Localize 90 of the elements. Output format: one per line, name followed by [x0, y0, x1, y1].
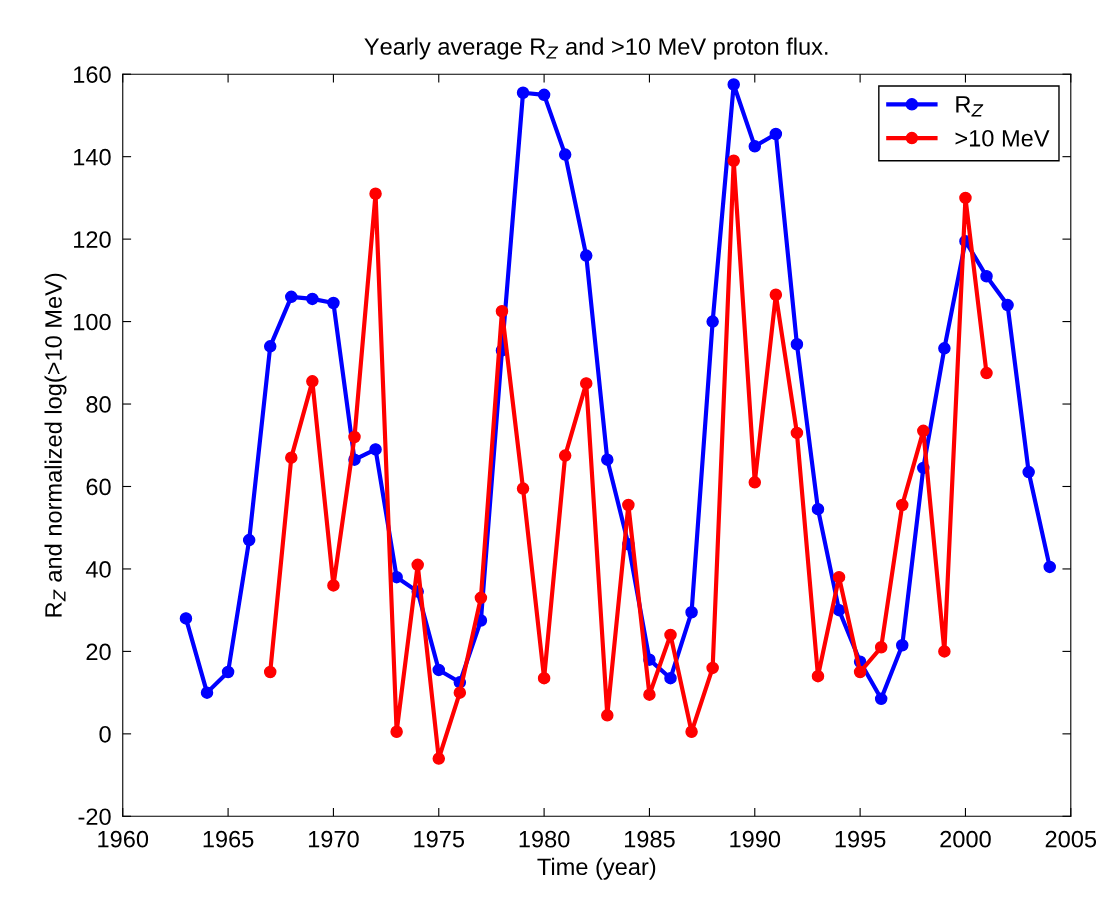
y-tick-label: 40	[85, 561, 111, 578]
point	[327, 296, 340, 310]
x-tick-label: 1975	[414, 830, 465, 848]
point	[221, 665, 235, 679]
point	[285, 451, 298, 464]
point	[242, 533, 256, 547]
point	[558, 148, 572, 161]
point	[874, 692, 888, 706]
legend-label: >10 MeV	[955, 129, 1050, 147]
point	[390, 725, 403, 739]
point	[622, 498, 635, 512]
point	[874, 641, 888, 654]
x-tick-label: 1965	[203, 830, 254, 848]
point	[727, 78, 740, 91]
x-tick-label: 2000	[940, 830, 991, 848]
point	[727, 154, 740, 168]
point	[306, 375, 319, 388]
point	[327, 579, 340, 592]
point	[495, 305, 509, 318]
point	[432, 752, 446, 765]
y-axis-title: R$_{Z}$ and normalized log(>10 MeV)	[44, 273, 67, 617]
point	[896, 498, 909, 512]
point	[980, 269, 993, 283]
point	[643, 688, 656, 701]
point	[179, 612, 193, 625]
point	[558, 449, 572, 462]
chart-title: Yearly average R$_{Z}$ and >10 MeV proton flux.	[364, 37, 828, 60]
point	[938, 342, 951, 355]
point	[601, 709, 614, 722]
point	[748, 476, 762, 489]
point	[516, 86, 530, 100]
x-tick-label: 1980	[519, 830, 570, 848]
point	[811, 669, 825, 683]
point	[1043, 560, 1056, 574]
x-tick-label: 1970	[308, 830, 359, 848]
point	[579, 377, 593, 390]
point	[896, 638, 909, 652]
point	[537, 671, 551, 685]
y-tick-label: 120	[74, 231, 111, 248]
y-tick-label: 140	[74, 148, 111, 166]
point	[811, 502, 825, 516]
point	[537, 88, 551, 102]
point	[474, 591, 488, 605]
x-axis-title: Time (year)	[537, 857, 656, 880]
point	[453, 686, 467, 699]
y-tick-label: -20	[78, 808, 111, 826]
point	[938, 645, 951, 658]
point	[200, 686, 214, 699]
point	[664, 671, 677, 685]
x-tick-label: 2005	[1045, 830, 1096, 848]
y-tick-label: 100	[74, 313, 111, 331]
x-tick-label: 1990	[730, 830, 781, 848]
point	[790, 338, 804, 351]
point	[1022, 465, 1035, 479]
point	[516, 482, 530, 495]
point	[369, 187, 382, 201]
point	[306, 292, 319, 306]
y-tick-label: 160	[74, 66, 111, 83]
legend-label: R$_{Z}$	[956, 96, 984, 117]
point	[706, 315, 719, 328]
point	[917, 424, 930, 438]
y-tick-label: 60	[86, 478, 111, 496]
point	[369, 443, 382, 456]
point	[411, 558, 424, 572]
point	[579, 249, 593, 262]
point	[832, 570, 846, 584]
point	[769, 288, 783, 302]
point	[959, 191, 972, 205]
point	[685, 605, 698, 619]
point	[748, 140, 762, 153]
point	[432, 663, 446, 677]
point	[1001, 298, 1014, 312]
point	[769, 127, 783, 141]
point	[601, 453, 614, 466]
x-tick-label: 1995	[835, 830, 886, 848]
point	[664, 628, 677, 642]
point	[790, 426, 804, 440]
y-tick-label: 20	[86, 643, 111, 661]
point	[263, 665, 277, 679]
x-tick-label: 1960	[98, 830, 149, 848]
point	[853, 665, 867, 679]
point	[685, 725, 698, 739]
point	[980, 366, 993, 380]
point	[263, 340, 277, 353]
point	[285, 290, 298, 304]
y-tick-label: 0	[99, 725, 111, 743]
x-tick-label: 1985	[624, 830, 675, 848]
point	[348, 430, 361, 444]
point	[706, 661, 719, 675]
y-tick-label: 80	[86, 396, 111, 413]
